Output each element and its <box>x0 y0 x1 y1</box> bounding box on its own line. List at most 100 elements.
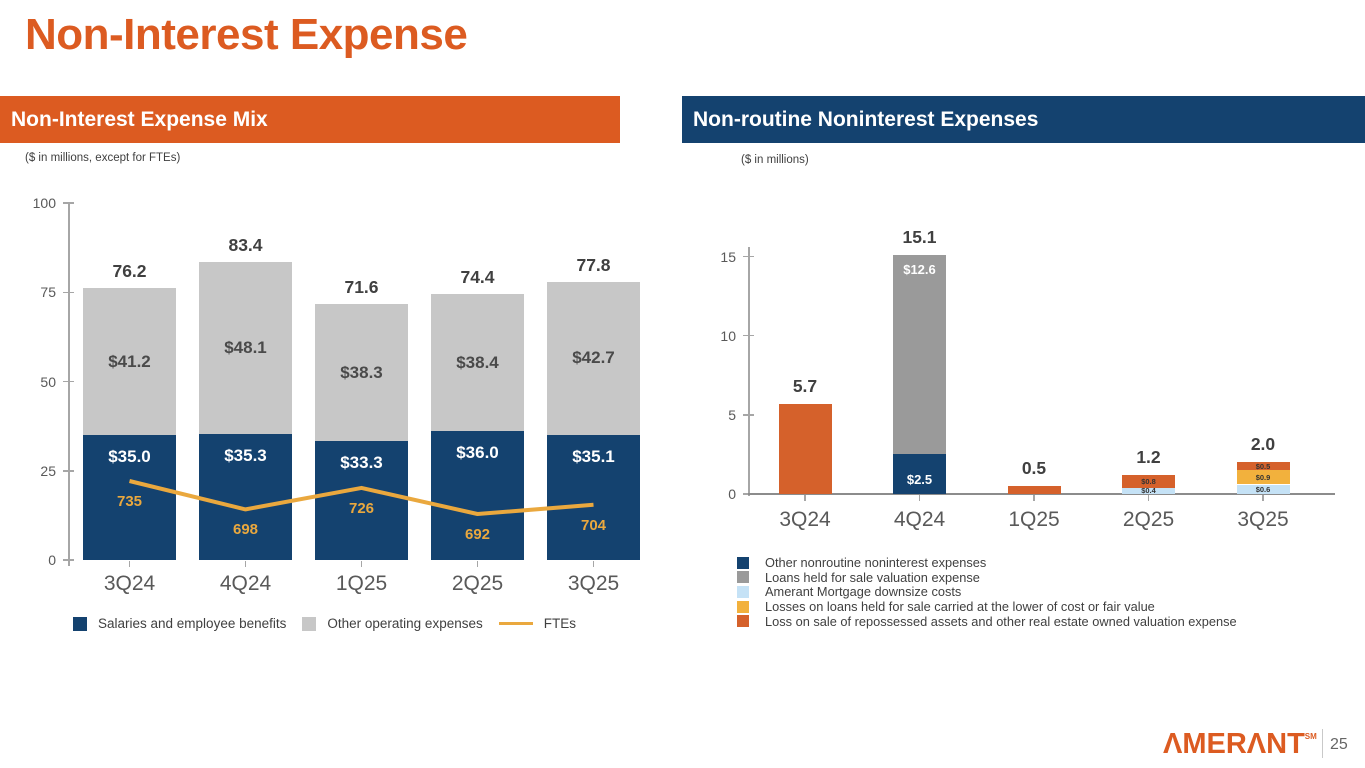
x-axis-label: 4Q24 <box>893 508 946 531</box>
bar-segment <box>1007 486 1061 494</box>
bar-value-label: $42.7 <box>572 348 615 368</box>
fte-value-label: 692 <box>464 526 491 543</box>
bar-segment-salaries <box>431 431 524 560</box>
amerant-logo: ΛMERΛNTSM <box>1163 730 1317 759</box>
bar-segment-other-operating <box>83 287 176 436</box>
bar-value-label: $0.4 <box>1141 486 1156 496</box>
bar-segment-other-operating <box>547 282 640 435</box>
nonroutine-legend-item-1: Loans held for sale valuation expense <box>737 570 1237 585</box>
left-y-axis <box>68 203 70 566</box>
bar-total-label: 74.4 <box>460 267 495 288</box>
expense-mix-legend-item-2: FTEs <box>498 616 576 631</box>
bar-value-label: $38.4 <box>456 352 499 372</box>
bar-value-label: $12.6 <box>903 261 936 277</box>
bar-total-label: 5.7 <box>792 375 818 396</box>
x-axis-label: 3Q25 <box>567 572 620 595</box>
legend-label: Other nonroutine noninterest expenses <box>765 555 987 571</box>
left-x-tick <box>244 561 247 567</box>
bar-total-label: 2.0 <box>1250 434 1276 455</box>
expense-mix-legend: Salaries and employee benefits Other oper… <box>73 616 576 631</box>
bar-value-label: $0.9 <box>1255 472 1271 482</box>
nonroutine-legend-item-2: Amerant Mortgage downsize costs <box>737 584 1237 600</box>
right-x-axis <box>748 493 1335 495</box>
left-panel-header: Non-Interest Expense Mix <box>0 96 620 143</box>
bar-total-label: 1.2 <box>1136 447 1161 467</box>
left-y-tick <box>63 202 74 204</box>
bar-segment <box>893 254 946 455</box>
right-x-tick <box>1147 495 1150 501</box>
bar-segment-salaries <box>547 434 640 560</box>
x-axis-label: 3Q24 <box>779 508 831 531</box>
bar-segment <box>1122 475 1175 488</box>
left-y-tick-label: 100 <box>32 195 56 211</box>
right-y-tick <box>743 255 754 258</box>
bar-segment <box>893 454 946 494</box>
x-axis-label: 1Q25 <box>335 572 388 595</box>
page-title: Non-Interest Expense <box>25 10 468 59</box>
fte-value-label: 698 <box>232 521 259 539</box>
right-x-tick <box>918 495 921 501</box>
nonroutine-expenses-legend: Other nonroutine noninterest expenses Loa… <box>737 555 1237 629</box>
legend-line-swatch <box>498 622 533 625</box>
left-x-tick <box>128 561 131 567</box>
bar-value-label: $0.8 <box>1141 476 1156 486</box>
legend-color-swatch <box>737 571 749 584</box>
bar-segment <box>778 403 832 494</box>
x-axis-label: 1Q25 <box>1008 508 1060 531</box>
right-y-tick-label: 0 <box>728 486 736 502</box>
bar-total-label: 77.8 <box>576 255 611 276</box>
x-axis-label: 3Q25 <box>1237 508 1289 531</box>
bar-value-label: $0.6 <box>1255 484 1271 494</box>
bar-total-label: 71.6 <box>344 277 379 298</box>
bar-total-label: 0.5 <box>1021 458 1047 479</box>
legend-color-swatch <box>737 615 749 628</box>
left-y-tick-label: 0 <box>48 552 56 568</box>
bar-total-label: 76.2 <box>112 260 147 281</box>
left-y-tick-label: 75 <box>40 284 56 301</box>
nonroutine-legend-item-3: Losses on loans held for sale carried at… <box>737 599 1237 615</box>
bar-segment-salaries <box>315 441 408 560</box>
legend-label: Losses on loans held for sale carried at… <box>765 599 1155 615</box>
legend-label: FTEs <box>543 616 576 631</box>
bar-segment <box>1236 484 1290 494</box>
fte-line-path <box>129 479 594 516</box>
fte-value-label: 735 <box>116 493 143 510</box>
legend-label: Loss on sale of repossessed assets and o… <box>765 613 1237 629</box>
fte-value-label: 704 <box>580 516 607 534</box>
right-x-tick <box>1033 495 1035 501</box>
expense-mix-legend-item-0: Salaries and employee benefits <box>73 616 286 631</box>
expense-mix-legend-item-1: Other operating expenses <box>302 616 483 631</box>
left-x-tick <box>360 561 363 567</box>
right-y-tick <box>743 414 754 416</box>
left-y-tick <box>63 470 74 472</box>
right-y-tick-label: 5 <box>728 406 736 423</box>
legend-label: Amerant Mortgage downsize costs <box>765 584 962 600</box>
right-x-tick <box>1262 495 1264 501</box>
left-panel-header-label: Non-Interest Expense Mix <box>11 107 268 131</box>
bar-value-label: $35.0 <box>108 447 151 467</box>
right-y-tick <box>743 493 754 495</box>
bar-segment-other-operating <box>431 294 524 432</box>
bar-value-label: $38.3 <box>340 362 383 382</box>
right-y-axis <box>748 247 750 496</box>
legend-color-swatch <box>73 616 87 631</box>
nonroutine-legend-item-4: Loss on sale of repossessed assets and o… <box>737 613 1237 629</box>
bar-segment-salaries <box>83 435 176 560</box>
right-y-tick-label: 15 <box>720 248 736 265</box>
right-x-tick <box>804 495 806 501</box>
bar-segment <box>1236 470 1290 485</box>
right-chart-units-note: ($ in millions) <box>741 154 809 166</box>
right-y-tick <box>743 334 754 337</box>
left-x-tick <box>476 561 479 567</box>
legend-label: Salaries and employee benefits <box>98 616 287 631</box>
bar-value-label: $0.5 <box>1255 461 1271 471</box>
bar-segment <box>1122 487 1175 494</box>
bar-value-label: $35.3 <box>224 445 267 465</box>
bar-value-label: $2.5 <box>906 472 933 487</box>
legend-label: Other operating expenses <box>327 616 483 631</box>
fte-value-label: 726 <box>348 499 375 517</box>
bar-total-label: 83.4 <box>228 235 263 256</box>
left-y-tick-label: 50 <box>40 373 56 390</box>
nonroutine-legend-item-0: Other nonroutine noninterest expenses <box>737 555 1237 571</box>
bar-segment-salaries <box>199 433 292 560</box>
